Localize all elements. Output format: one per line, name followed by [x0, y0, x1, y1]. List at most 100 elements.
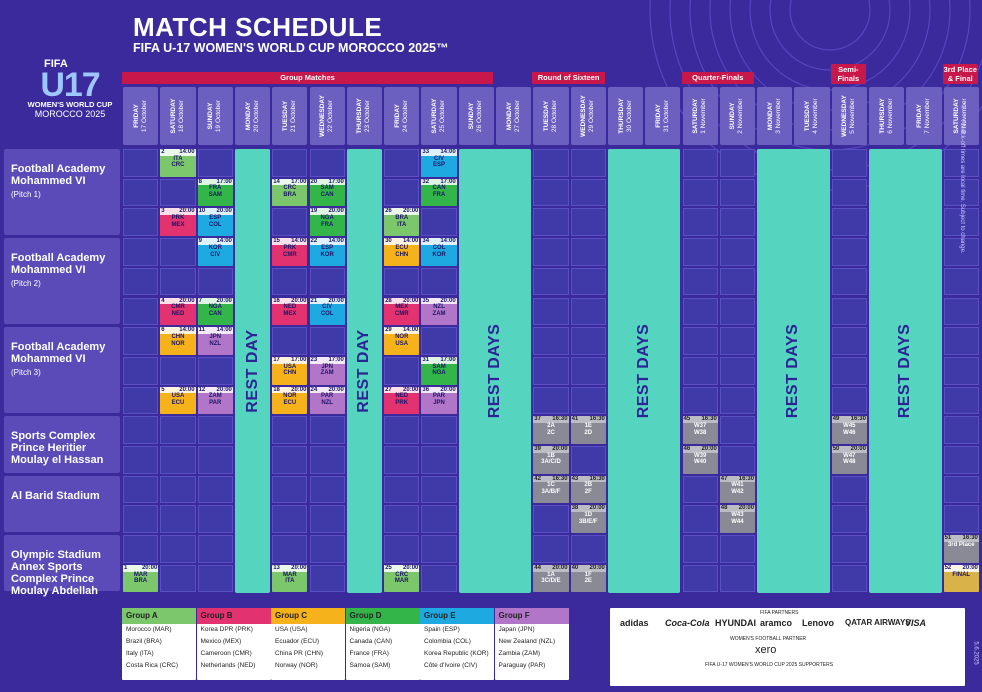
match-card[interactable]: 6 14:00 CHN NOR: [160, 327, 196, 355]
match-card[interactable]: 15 14:00 PRK CMR: [272, 238, 308, 266]
match-card[interactable]: 26 20:00 BRA ITA: [384, 208, 420, 237]
match-card[interactable]: 40 20:00 1F 2E: [570, 564, 606, 593]
match-card[interactable]: 51 16:30 3rd Place: [943, 535, 979, 563]
team-away: 2C: [547, 429, 555, 436]
weekday: FRIDAY: [132, 104, 140, 128]
match-card[interactable]: 34 14:00 COL KOR: [421, 238, 457, 266]
kickoff-time: 17:00: [291, 178, 307, 185]
match-card[interactable]: 17 17:00 USA CHN: [272, 356, 308, 385]
match-card[interactable]: 4 20:00 CMR NED: [160, 297, 196, 326]
grid-cell: [309, 446, 345, 474]
weekday: WEDNESDAY: [841, 95, 849, 137]
match-card[interactable]: 43 16:30 2B 2F: [570, 475, 606, 504]
grid-cell: [309, 327, 345, 355]
match-card[interactable]: 7 20:00 NGA CAN: [197, 297, 233, 326]
match-card[interactable]: 42 16:30 1C 3A/B/F: [533, 475, 569, 504]
match-card[interactable]: 50 20:00 W47 W48: [831, 446, 867, 474]
grid-cell: [943, 238, 979, 266]
grid-cell: [160, 475, 196, 504]
match-card[interactable]: 32 17:00 CAN FRA: [421, 178, 457, 207]
match-header: 15 14:00: [272, 238, 308, 245]
match-card[interactable]: 23 17:00 JPN ZAM: [309, 356, 345, 385]
match-card[interactable]: 10 20:00 ESP COL: [197, 208, 233, 237]
match-card[interactable]: 5 20:00 USA ECU: [160, 386, 196, 415]
match-card[interactable]: 8 17:00 FRA SAM: [197, 178, 233, 207]
match-card[interactable]: 18 20:00 NOR ECU: [272, 386, 308, 415]
match-number: 5: [161, 386, 165, 393]
match-header: 14 17:00: [272, 178, 308, 186]
match-card[interactable]: 27 20:00 NED PRK: [384, 386, 420, 415]
team-home: W43: [731, 512, 744, 519]
venue-label: Sports Complex Prince Heritier Moulay el…: [4, 416, 120, 473]
match-card[interactable]: 1 20:00 MAR BRA: [123, 564, 159, 593]
match-card[interactable]: 48 20:00 W43 W44: [719, 505, 756, 534]
match-card[interactable]: 11 14:00 JPN NZL: [197, 327, 233, 355]
weekday: TUESDAY: [804, 100, 812, 132]
group-team: Colombia (COL): [424, 638, 471, 645]
match-card[interactable]: 31 17:00 SAM NGA: [421, 356, 457, 385]
grid-cell: [719, 535, 756, 563]
match-header: 34 14:00: [421, 238, 457, 245]
grid-cell: [570, 356, 606, 385]
match-card[interactable]: 13 20:00 MAR ITA: [272, 564, 308, 593]
grid-cell: [123, 238, 159, 266]
grid-cell: [831, 535, 867, 563]
team-away: CIV: [210, 251, 221, 258]
day-header: SUNDAY 2 November: [719, 87, 756, 145]
match-card[interactable]: 33 14:00 CIV ESP: [421, 149, 457, 177]
day-header: SATURDAY 1 November: [682, 87, 718, 145]
match-card[interactable]: 37 16:30 2A 2C: [533, 416, 569, 444]
match-number: 19: [310, 208, 318, 215]
match-card[interactable]: 2 14:00 ITA CRC: [160, 149, 196, 177]
match-card[interactable]: 19 20:00 NGA FRA: [309, 208, 345, 237]
date: 30 October: [625, 99, 633, 133]
match-number: 14: [273, 178, 280, 185]
grid-cell: [421, 475, 457, 504]
match-card[interactable]: 44 20:00 1A 3C/D/E: [533, 564, 569, 593]
logo-tournament-name: WOMEN'S WORLD CUP: [27, 100, 113, 109]
match-card[interactable]: 24 20:00 PAR NZL: [309, 386, 345, 415]
match-card[interactable]: 9 14:00 KOR CIV: [197, 238, 233, 266]
match-card[interactable]: 29 14:00 NOR USA: [384, 327, 420, 355]
match-header: 32 17:00: [421, 178, 457, 186]
kickoff-time: 14:00: [440, 149, 456, 155]
match-card[interactable]: 16 20:00 NED MEX: [272, 297, 308, 326]
match-card[interactable]: 46 20:00 W39 W40: [682, 446, 718, 474]
match-card[interactable]: 49 16:30 W45 W46: [831, 416, 867, 444]
match-card[interactable]: 30 14:00 ECU CHN: [384, 238, 420, 266]
grid-cell: [272, 505, 308, 534]
match-card[interactable]: 14 17:00 CRC BRA: [272, 178, 308, 207]
grid-cell: [384, 356, 420, 385]
grid-cell: [309, 564, 345, 593]
match-header: 21 20:00: [309, 297, 345, 305]
grid-cell: [831, 149, 867, 177]
match-card[interactable]: 47 16:30 W41 W42: [719, 475, 756, 504]
match-card[interactable]: 39 20:00 1B 3A/C/D: [533, 446, 569, 474]
match-card[interactable]: 3 20:00 PRK MEX: [160, 208, 196, 237]
kickoff-time: 20:00: [589, 505, 605, 512]
match-card[interactable]: 22 14:00 ESP KOR: [309, 238, 345, 266]
match-header: 8 17:00: [197, 178, 233, 186]
day-label: SATURDAY 1 November: [692, 98, 708, 133]
match-card[interactable]: 20 17:00 SAM CAN: [309, 178, 345, 207]
grid-cell: [160, 505, 196, 534]
match-card[interactable]: 36 20:00 PAR JPN: [421, 386, 457, 415]
sponsor-panel: FIFA PARTNERS adidas Coca-Cola HYUNDAI a…: [610, 608, 965, 686]
match-card[interactable]: 45 16:30 W37 W38: [682, 416, 718, 444]
match-card[interactable]: 52 20:00 FINAL: [943, 564, 979, 593]
team-home: CMR: [171, 304, 185, 311]
match-card[interactable]: 25 20:00 CRC MAR: [384, 564, 420, 593]
team-away: CMR: [283, 251, 297, 258]
match-card[interactable]: 28 20:00 MEX CMR: [384, 297, 420, 326]
match-number: 39: [534, 446, 541, 452]
grid-cell: [719, 208, 756, 237]
match-card[interactable]: 38 20:00 1D 3B/E/F: [570, 505, 606, 534]
match-header: 24 20:00: [309, 386, 345, 394]
match-card[interactable]: 41 16:30 1E 2D: [570, 416, 606, 444]
match-card[interactable]: 12 20:00 ZAM PAR: [197, 386, 233, 415]
match-card[interactable]: 21 20:00 CIV COL: [309, 297, 345, 326]
grid-cell: [197, 564, 233, 593]
kickoff-time: 16:30: [552, 475, 568, 482]
match-number: 33: [422, 149, 430, 155]
match-card[interactable]: 35 20:00 NZL ZAM: [421, 297, 457, 326]
